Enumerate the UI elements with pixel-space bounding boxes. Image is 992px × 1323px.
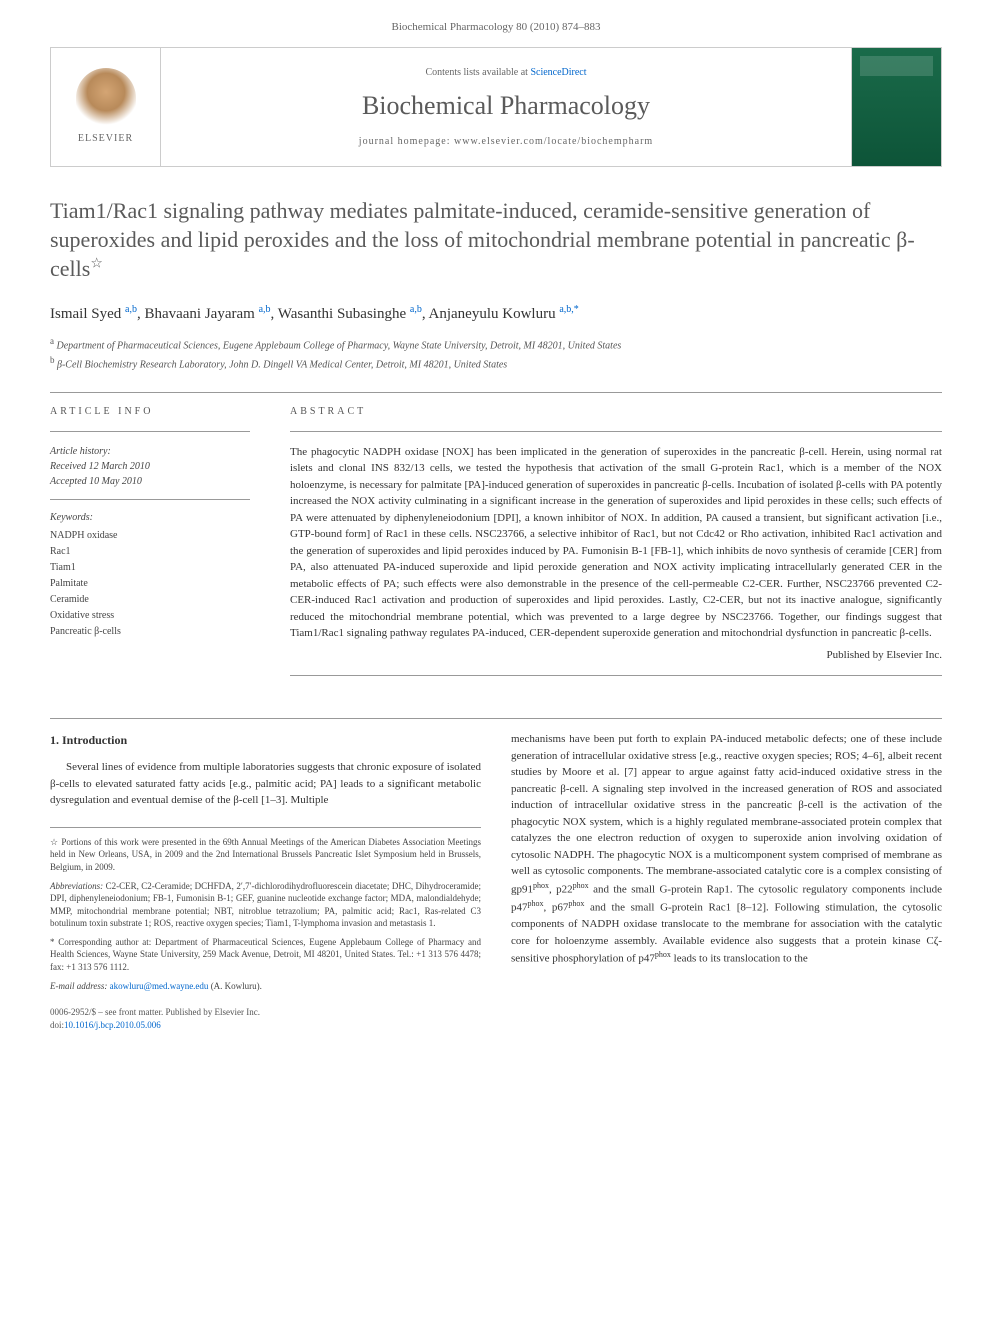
keywords-block: Keywords: NADPH oxidase Rac1 Tiam1 Palmi…	[50, 510, 250, 640]
footnote-abbrev: Abbreviations: C2-CER, C2-Ceramide; DCHF…	[50, 880, 481, 930]
author: Bhavaani Jayaram a,b	[144, 306, 270, 322]
abstract-heading: ABSTRACT	[290, 405, 942, 419]
article-history: Article history: Received 12 March 2010 …	[50, 444, 250, 500]
keyword: Palmitate	[50, 576, 250, 592]
divider	[50, 718, 942, 719]
keyword: Tiam1	[50, 560, 250, 576]
affiliations: a Department of Pharmaceutical Sciences,…	[50, 335, 942, 372]
footnote-star: ☆ Portions of this work were presented i…	[50, 836, 481, 874]
keyword: NADPH oxidase	[50, 528, 250, 544]
journal-center: Contents lists available at ScienceDirec…	[161, 48, 851, 166]
contents-available: Contents lists available at ScienceDirec…	[425, 66, 586, 80]
abstract-text: The phagocytic NADPH oxidase [NOX] has b…	[290, 444, 942, 642]
footnote-corresponding: * Corresponding author at: Department of…	[50, 936, 481, 974]
intro-para-right: mechanisms have been put forth to explai…	[511, 731, 942, 967]
author: Wasanthi Subasinghe a,b	[278, 306, 422, 322]
author: Ismail Syed a,b	[50, 306, 137, 322]
divider	[50, 431, 250, 432]
footnote-email: E-mail address: akowluru@med.wayne.edu (…	[50, 980, 481, 993]
intro-heading: 1. Introduction	[50, 731, 481, 749]
article-info-heading: ARTICLE INFO	[50, 405, 250, 419]
divider	[50, 392, 942, 393]
published-by: Published by Elsevier Inc.	[290, 648, 942, 663]
body-columns: 1. Introduction Several lines of evidenc…	[50, 731, 942, 1031]
history-label: Article history:	[50, 444, 250, 459]
intro-para-left: Several lines of evidence from multiple …	[50, 759, 481, 809]
affiliation: b β-Cell Biochemistry Research Laborator…	[50, 354, 942, 372]
affiliation: a Department of Pharmaceutical Sciences,…	[50, 335, 942, 353]
elsevier-logo: ELSEVIER	[51, 48, 161, 166]
article-title: Tiam1/Rac1 signaling pathway mediates pa…	[50, 197, 942, 283]
journal-homepage: journal homepage: www.elsevier.com/locat…	[359, 135, 653, 149]
title-text: Tiam1/Rac1 signaling pathway mediates pa…	[50, 198, 915, 280]
body-col-right: mechanisms have been put forth to explai…	[511, 731, 942, 1031]
received-date: Received 12 March 2010	[50, 459, 250, 474]
author-list: Ismail Syed a,b, Bhavaani Jayaram a,b, W…	[50, 303, 942, 325]
divider	[290, 431, 942, 432]
info-abstract-row: ARTICLE INFO Article history: Received 1…	[50, 405, 942, 688]
journal-name: Biochemical Pharmacology	[362, 88, 650, 124]
sciencedirect-link[interactable]: ScienceDirect	[530, 67, 586, 78]
elsevier-tree-icon	[76, 68, 136, 128]
accepted-date: Accepted 10 May 2010	[50, 474, 250, 489]
email-link[interactable]: akowluru@med.wayne.edu	[107, 981, 208, 991]
keyword: Ceramide	[50, 592, 250, 608]
journal-header-box: ELSEVIER Contents lists available at Sci…	[50, 47, 942, 167]
article-info-col: ARTICLE INFO Article history: Received 1…	[50, 405, 250, 688]
doi-link[interactable]: 10.1016/j.bcp.2010.05.006	[64, 1020, 161, 1030]
title-footnote-star: ☆	[90, 256, 103, 271]
cover-thumbnail	[851, 48, 941, 166]
elsevier-label: ELSEVIER	[78, 132, 133, 146]
bottom-meta: 0006-2952/$ – see front matter. Publishe…	[50, 1006, 481, 1031]
footnotes: ☆ Portions of this work were presented i…	[50, 827, 481, 993]
doi-line: doi:10.1016/j.bcp.2010.05.006	[50, 1019, 481, 1032]
copyright-line: 0006-2952/$ – see front matter. Publishe…	[50, 1006, 481, 1019]
divider	[290, 675, 942, 676]
keyword: Rac1	[50, 544, 250, 560]
contents-prefix: Contents lists available at	[425, 67, 530, 78]
keyword: Oxidative stress	[50, 608, 250, 624]
citation-header: Biochemical Pharmacology 80 (2010) 874–8…	[50, 20, 942, 35]
keywords-label: Keywords:	[50, 510, 250, 526]
body-col-left: 1. Introduction Several lines of evidenc…	[50, 731, 481, 1031]
keyword: Pancreatic β-cells	[50, 624, 250, 640]
abstract-col: ABSTRACT The phagocytic NADPH oxidase [N…	[290, 405, 942, 688]
author: Anjaneyulu Kowluru a,b,*	[429, 306, 579, 322]
